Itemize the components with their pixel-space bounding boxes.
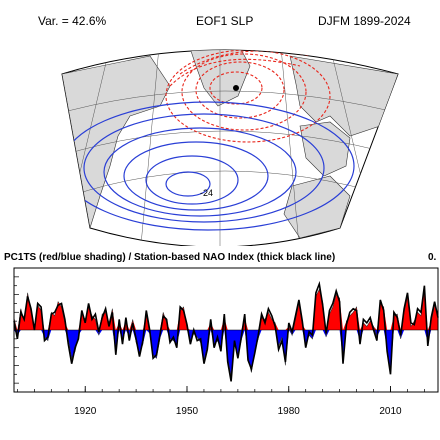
corner-label: 0. xyxy=(428,252,437,263)
north-america-land xyxy=(62,55,171,229)
center-marker xyxy=(233,85,239,91)
x-tick-label: 1920 xyxy=(74,406,97,417)
eof-map: -24 xyxy=(61,49,399,246)
variance-label: Var. = 42.6% xyxy=(38,14,107,28)
x-tick-label: 1950 xyxy=(176,406,199,417)
timeseries-chart: 1920 1950 1980 2010 xyxy=(13,267,439,417)
africa-land xyxy=(283,175,351,239)
x-tick-label: 1980 xyxy=(278,406,301,417)
x-tick-label: 2010 xyxy=(379,406,402,417)
graticule xyxy=(62,50,398,246)
plot-area: 1920 1950 1980 2010 xyxy=(13,267,439,417)
map-title: EOF1 SLP xyxy=(196,14,254,28)
nao-index-line xyxy=(13,280,439,382)
europe-land xyxy=(299,121,351,177)
timeseries-title: PC1TS (red/blue shading) / Station-based… xyxy=(4,252,336,263)
negative-contours xyxy=(62,101,355,231)
pc1-positive-shading xyxy=(14,289,438,330)
positive-contours xyxy=(165,50,331,143)
season-label: DJFM 1899-2024 xyxy=(318,14,411,28)
contour-label: -24 xyxy=(200,188,213,198)
